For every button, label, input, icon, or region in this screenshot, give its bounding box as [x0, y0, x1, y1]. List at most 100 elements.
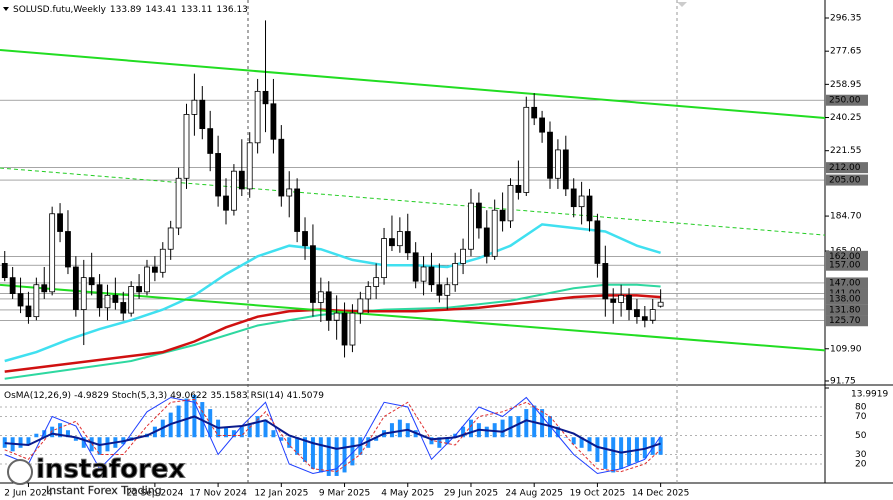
candle-body [223, 195, 229, 211]
candle-body [389, 238, 395, 247]
level-label-box [826, 174, 868, 186]
shift-marker [677, 2, 687, 7]
level-label-box [826, 250, 868, 262]
indicator-line [4, 415, 661, 454]
osma-bar [555, 426, 560, 438]
osma-bar [50, 426, 55, 438]
y-tick-label: 80 [855, 403, 867, 413]
osma-bar [318, 437, 323, 473]
line-series [4, 223, 661, 363]
candle-body [1, 263, 8, 279]
candle-body [349, 312, 356, 346]
candle-body [404, 231, 411, 254]
osma-bar [65, 430, 70, 438]
candle-body [151, 266, 158, 273]
osma-bar [42, 430, 47, 438]
candle-body [515, 184, 522, 193]
level-label-box [826, 293, 868, 305]
candle-body [199, 99, 206, 130]
osma-bar [247, 423, 252, 438]
candle-body [555, 149, 561, 179]
level-label-box [826, 162, 868, 174]
osma-bar [484, 426, 489, 438]
candle-body [547, 131, 553, 179]
osma-bar [524, 409, 529, 438]
candle-body [412, 252, 419, 282]
header-item: OsMA(12,26,9) [4, 391, 71, 401]
indicator-header: OsMA(12,26,9) -4.9829 Stoch(5,3,3) 49.0622 3… [4, 391, 324, 401]
candle-body [120, 302, 127, 314]
candle-body [231, 170, 237, 211]
candle-body [72, 266, 79, 310]
line-series [0, 49, 826, 119]
candle-body [238, 170, 245, 190]
y-tick-label: 50 [855, 431, 867, 441]
y-tick-label: 240.25 [830, 113, 862, 123]
x-tick-label: 4 May 2025 [381, 489, 434, 499]
candle-body [254, 90, 261, 144]
level-label: 205.00 [829, 176, 861, 186]
logo-tagline: Instant Forex Trading [46, 484, 162, 497]
y-tick-label: 109.90 [830, 344, 862, 354]
osma-bar [97, 437, 102, 455]
osma-bar [500, 419, 505, 438]
candle-body [325, 291, 332, 321]
osma-bar [326, 437, 331, 476]
header-item: -4.9829 [74, 391, 109, 401]
level-label-box [826, 315, 868, 327]
header-item: 49.0622 [170, 391, 207, 401]
osma-bar [271, 430, 276, 438]
level-label-box [826, 277, 868, 289]
candle-body [444, 284, 451, 296]
candle-body [41, 284, 48, 293]
logo-icon [7, 459, 33, 485]
x-tick-label: 29 Jun 2025 [444, 489, 498, 499]
candle-body [420, 266, 427, 282]
candle-body [136, 286, 142, 293]
level-label: 157.00 [829, 261, 861, 271]
osma-bar [34, 433, 39, 438]
osma-bar [334, 437, 339, 476]
osma-bar [374, 437, 379, 441]
x-tick-label: 19 Oct 2025 [570, 489, 626, 499]
candle-body [373, 277, 380, 287]
candle-body [57, 213, 63, 232]
osma-bar [73, 437, 78, 441]
candle-body [365, 286, 372, 300]
y-tick-label: 91.75 [830, 376, 856, 386]
osma-bar [239, 426, 244, 438]
candle-body [183, 114, 190, 179]
candle-body [112, 294, 119, 303]
candle-body [578, 195, 585, 208]
osma-bar [563, 437, 568, 438]
candle-body [562, 149, 569, 190]
osma-bar [287, 437, 292, 448]
level-label: 250.00 [829, 96, 861, 106]
candle-body [286, 188, 293, 197]
candle-body [594, 220, 601, 264]
candle-body [396, 231, 403, 247]
candle-body [9, 277, 16, 294]
osma-bar [231, 430, 236, 438]
y-tick-label: 13.9919 [851, 390, 888, 400]
x-tick-label: 17 Nov 2024 [189, 489, 247, 499]
candle-body [586, 195, 593, 222]
osma-bar [89, 437, 94, 452]
candle-body [278, 138, 285, 197]
candle-body [436, 284, 443, 296]
osma-bar [421, 437, 426, 438]
candle-body [246, 142, 253, 190]
candle-body [159, 248, 166, 273]
candle-body [641, 316, 648, 321]
candle-body [104, 294, 111, 309]
osma-bar [184, 398, 189, 438]
osma-bar [26, 437, 31, 445]
candle-body [507, 184, 514, 222]
level-label: 212.00 [829, 163, 861, 173]
candle-body [452, 263, 459, 286]
candle-body [626, 294, 632, 310]
header-low: 133.11 [181, 5, 213, 15]
y-tick-label: 258.95 [830, 80, 862, 90]
logo-name: instaforex [36, 455, 186, 485]
